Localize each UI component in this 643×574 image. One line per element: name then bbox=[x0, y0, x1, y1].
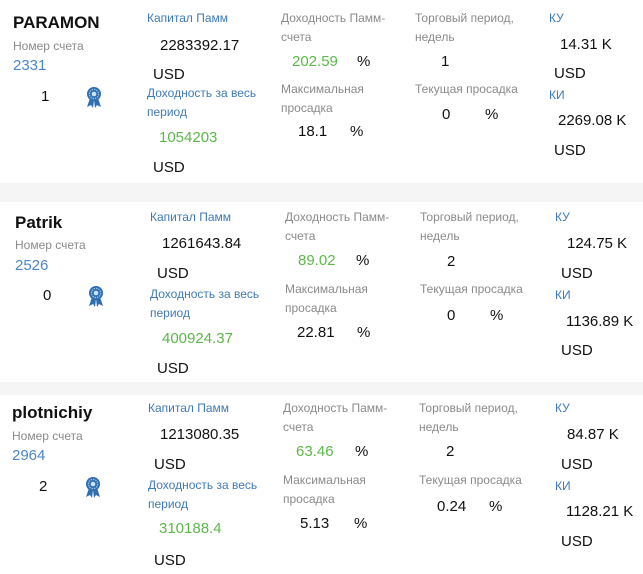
capital-currency: USD bbox=[153, 66, 185, 83]
return-pamm-value: 202.59 bbox=[292, 53, 338, 70]
return-pamm-value: 63.46 bbox=[296, 443, 334, 460]
return-pamm-percent: % bbox=[357, 53, 371, 70]
return-pamm-label: Доходность Памм-счета bbox=[285, 210, 390, 243]
account-name[interactable]: plotnichiy bbox=[12, 403, 93, 422]
ku-label: КУ bbox=[555, 401, 570, 415]
capital-label: Капитал Памм bbox=[150, 210, 232, 224]
ki-value: 1136.89 K bbox=[566, 313, 634, 330]
ki-value: 2269.08 K bbox=[558, 112, 627, 129]
return-total-value: 1054203 bbox=[159, 129, 218, 146]
account-number-label: Номер счета bbox=[15, 238, 86, 252]
max-drawdown-label: Максимальная просадка bbox=[285, 282, 368, 315]
ki-currency: USD bbox=[561, 533, 593, 550]
trading-period-label: Торговый период, недель bbox=[419, 401, 518, 434]
current-drawdown-label: Текущая просадка bbox=[419, 473, 522, 487]
ki-value: 1128.21 K bbox=[566, 503, 634, 520]
award-badge-icon bbox=[87, 285, 105, 312]
return-total-label: Доходность за весь период bbox=[147, 86, 257, 119]
max-drawdown-percent: % bbox=[357, 324, 371, 341]
account-number-label: Номер счета bbox=[12, 429, 83, 443]
account-number-link[interactable]: 2331 bbox=[13, 57, 47, 74]
trading-period-value: 2 bbox=[446, 443, 455, 460]
current-drawdown-percent: % bbox=[485, 106, 499, 123]
capital-currency: USD bbox=[157, 265, 189, 282]
return-total-value: 310188.4 bbox=[159, 520, 222, 537]
return-pamm-percent: % bbox=[355, 443, 369, 460]
max-drawdown-value: 22.81 bbox=[297, 324, 335, 341]
account-rank: 2 bbox=[39, 478, 48, 495]
capital-value: 2283392.17 bbox=[160, 37, 240, 54]
current-drawdown-value: 0 bbox=[442, 106, 451, 123]
max-drawdown-value: 5.13 bbox=[300, 515, 330, 532]
trading-period-label: Торговый период, недель bbox=[415, 11, 514, 44]
current-drawdown-label: Текущая просадка bbox=[415, 82, 518, 96]
ki-label: КИ bbox=[549, 88, 565, 102]
ku-value: 14.31 K bbox=[560, 36, 612, 53]
return-pamm-value: 89.02 bbox=[298, 252, 336, 269]
award-badge-icon bbox=[85, 86, 103, 113]
ki-label: КИ bbox=[555, 288, 571, 302]
capital-label: Капитал Памм bbox=[147, 11, 229, 25]
max-drawdown-percent: % bbox=[354, 515, 368, 532]
trading-period-value: 1 bbox=[441, 53, 450, 70]
capital-value: 1261643.84 bbox=[162, 235, 242, 252]
current-drawdown-percent: % bbox=[489, 498, 503, 515]
account-card: plotnichiy Номер счета 2964 2 Капитал Па… bbox=[0, 395, 643, 574]
account-card: PARAMON Номер счета 2331 1 Капитал Памм … bbox=[0, 0, 643, 183]
return-total-currency: USD bbox=[157, 360, 189, 377]
ku-label: КУ bbox=[555, 210, 570, 224]
account-card: Patrik Номер счета 2526 0 Капитал Памм 1… bbox=[0, 202, 643, 382]
account-name[interactable]: Patrik bbox=[15, 213, 63, 232]
current-drawdown-value: 0 bbox=[447, 307, 456, 324]
ku-currency: USD bbox=[561, 265, 593, 282]
return-total-label: Доходность за весь период bbox=[148, 478, 258, 511]
max-drawdown-label: Максимальная просадка bbox=[283, 473, 366, 506]
account-name[interactable]: PARAMON bbox=[13, 13, 100, 32]
capital-label: Капитал Памм bbox=[148, 401, 230, 415]
ku-value: 84.87 K bbox=[567, 426, 619, 443]
return-total-currency: USD bbox=[153, 159, 185, 176]
current-drawdown-label: Текущая просадка bbox=[420, 282, 523, 296]
current-drawdown-percent: % bbox=[490, 307, 504, 324]
ku-value: 124.75 K bbox=[567, 235, 628, 252]
current-drawdown-value: 0.24 bbox=[437, 498, 467, 515]
ku-currency: USD bbox=[561, 456, 593, 473]
ku-label: КУ bbox=[549, 11, 564, 25]
ki-label: КИ bbox=[555, 479, 571, 493]
account-number-label: Номер счета bbox=[13, 39, 84, 53]
trading-period-label: Торговый период, недель bbox=[420, 210, 519, 243]
max-drawdown-label: Максимальная просадка bbox=[281, 82, 364, 115]
return-total-label: Доходность за весь период bbox=[150, 287, 260, 320]
capital-value: 1213080.35 bbox=[160, 426, 240, 443]
account-number-link[interactable]: 2526 bbox=[15, 257, 49, 274]
ki-currency: USD bbox=[554, 142, 586, 159]
max-drawdown-percent: % bbox=[350, 123, 364, 140]
return-total-currency: USD bbox=[154, 552, 186, 569]
ki-currency: USD bbox=[561, 342, 593, 359]
return-total-value: 400924.37 bbox=[162, 330, 233, 347]
return-pamm-label: Доходность Памм-счета bbox=[283, 401, 388, 434]
ku-currency: USD bbox=[554, 65, 586, 82]
account-number-link[interactable]: 2964 bbox=[12, 447, 46, 464]
account-rank: 0 bbox=[43, 287, 52, 304]
account-rank: 1 bbox=[41, 88, 50, 105]
trading-period-value: 2 bbox=[447, 253, 456, 270]
award-badge-icon bbox=[84, 476, 102, 503]
max-drawdown-value: 18.1 bbox=[298, 123, 328, 140]
capital-currency: USD bbox=[154, 456, 186, 473]
return-pamm-percent: % bbox=[356, 252, 370, 269]
return-pamm-label: Доходность Памм-счета bbox=[281, 11, 386, 44]
